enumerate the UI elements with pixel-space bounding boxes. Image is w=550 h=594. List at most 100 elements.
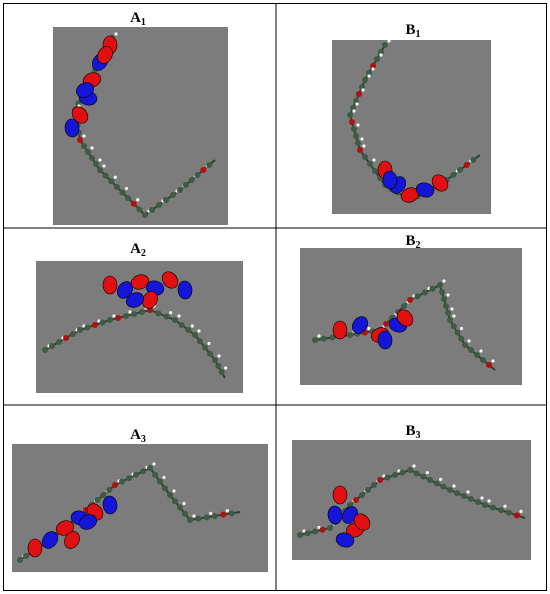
atom — [429, 285, 436, 292]
atom — [439, 289, 445, 295]
orbital-lobe — [327, 505, 343, 525]
atom — [319, 526, 326, 533]
atom — [370, 63, 376, 69]
atom — [454, 329, 461, 336]
panel-label: B2 — [405, 233, 420, 251]
atom — [392, 472, 398, 478]
panel-letter: B — [405, 22, 415, 38]
orbital-lobe — [431, 174, 449, 192]
atom — [447, 317, 453, 323]
atom — [63, 335, 69, 341]
hydrogen — [452, 314, 456, 318]
atom — [312, 528, 318, 535]
atom — [172, 317, 178, 323]
atom — [177, 504, 183, 511]
atom — [359, 492, 365, 498]
atom — [443, 303, 449, 309]
panel-index: 3 — [141, 434, 146, 445]
atom — [136, 206, 143, 213]
atom — [463, 162, 470, 168]
atom — [123, 313, 129, 319]
hydrogen — [372, 158, 376, 162]
hydrogen — [209, 511, 213, 515]
atom — [207, 350, 213, 357]
atom — [468, 496, 474, 502]
hydrogen — [112, 314, 116, 318]
atom — [365, 487, 371, 493]
atom — [77, 137, 83, 143]
orbital-lobe — [142, 291, 158, 309]
atom — [356, 91, 362, 97]
atom — [119, 189, 126, 196]
hydrogen — [361, 88, 365, 92]
atom — [447, 487, 453, 493]
atom — [454, 490, 460, 496]
hydrogen — [225, 509, 229, 513]
atom — [445, 310, 451, 316]
atom — [215, 363, 222, 369]
hydrogen — [102, 164, 106, 168]
atom — [382, 42, 388, 48]
hydrogen — [487, 499, 491, 503]
frame — [3, 3, 547, 591]
atom — [482, 502, 488, 508]
atom — [441, 296, 447, 302]
hydrogen — [162, 475, 166, 480]
hydrogen — [480, 496, 484, 500]
orbital-lobe — [76, 82, 94, 98]
orbital-lobe — [97, 46, 113, 64]
hydrogen — [82, 134, 86, 138]
atom — [142, 212, 148, 218]
panel-label: A1 — [130, 10, 146, 28]
orbital-lobe — [177, 280, 193, 300]
hydrogen — [356, 123, 360, 127]
atom — [100, 492, 107, 498]
hydrogen — [114, 32, 118, 36]
hydrogen — [124, 186, 129, 191]
atom — [195, 515, 202, 522]
atom — [112, 482, 118, 488]
atom — [506, 509, 512, 516]
orbital-lobe — [335, 532, 355, 548]
atom — [371, 482, 377, 488]
orbital-lobe — [102, 275, 118, 295]
atom — [320, 335, 327, 342]
atom — [182, 182, 189, 188]
atom — [172, 498, 178, 505]
atom — [155, 310, 162, 317]
atom — [457, 167, 463, 173]
atom — [461, 493, 467, 499]
atom — [92, 322, 98, 328]
hydrogen — [446, 293, 450, 297]
atom — [188, 177, 195, 183]
atom — [70, 331, 76, 337]
orbital-lobe — [130, 274, 150, 290]
atom — [206, 162, 213, 168]
atom — [475, 499, 481, 505]
hydrogen — [182, 501, 186, 506]
orbital-lobe — [64, 118, 80, 138]
atom — [384, 474, 391, 481]
atom — [200, 167, 207, 173]
atom — [202, 344, 208, 351]
atom — [498, 507, 504, 514]
atom — [468, 347, 474, 353]
panel-index: 1 — [141, 17, 146, 28]
hydrogen — [152, 462, 156, 466]
orbital-image — [332, 40, 491, 214]
atom — [427, 477, 433, 483]
panel-index: 2 — [141, 248, 146, 259]
atom — [212, 513, 218, 519]
orbital-lobe — [415, 182, 435, 198]
atom — [450, 323, 457, 330]
atom — [414, 293, 421, 300]
atom — [362, 77, 368, 83]
atom — [212, 357, 218, 363]
atom — [85, 149, 91, 155]
hydrogen — [452, 484, 456, 488]
hydrogen — [387, 39, 391, 43]
atom — [56, 339, 62, 345]
atom — [17, 557, 23, 563]
atom — [163, 197, 169, 203]
